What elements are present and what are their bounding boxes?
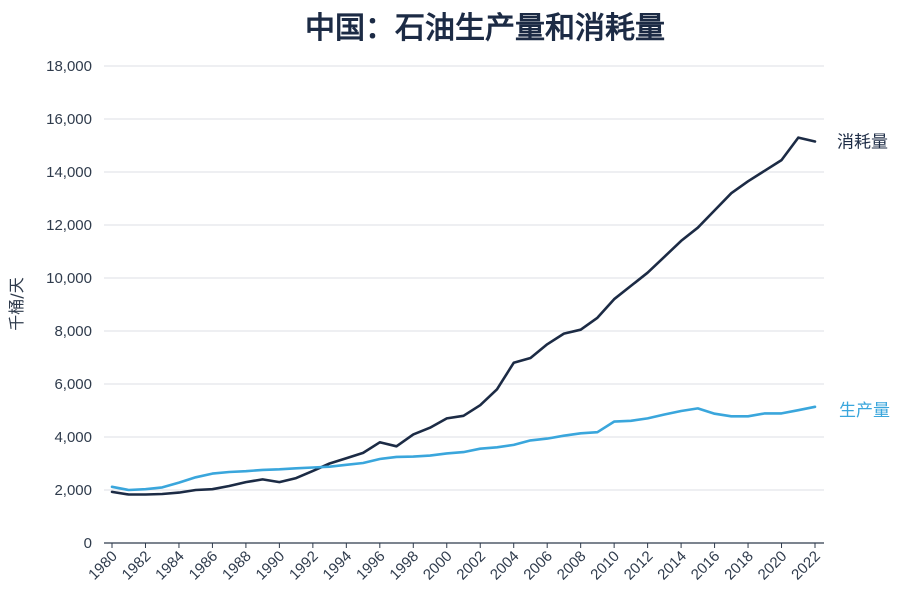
x-tick-label: 2004 bbox=[487, 548, 523, 584]
y-tick-label: 8,000 bbox=[54, 323, 92, 340]
x-tick-label: 2010 bbox=[587, 548, 623, 584]
y-axis-ticks: 0 2,000 4,000 6,000 8,000 10,000 12,000 14,000 1… bbox=[46, 58, 92, 552]
x-axis-ticks: 1980198219841986198819901992199419961998… bbox=[85, 543, 824, 583]
x-tick-label: 1992 bbox=[286, 548, 322, 584]
y-tick-label: 6,000 bbox=[54, 376, 92, 393]
x-tick-label: 1990 bbox=[253, 548, 289, 584]
x-tick-label: 2014 bbox=[654, 548, 690, 584]
y-tick-label: 14,000 bbox=[46, 164, 92, 181]
y-tick-label: 12,000 bbox=[46, 217, 92, 234]
series-lines bbox=[110, 136, 817, 496]
series-label-production: 生产量 bbox=[839, 401, 890, 421]
x-tick-label: 2018 bbox=[721, 548, 757, 584]
y-tick-label: 0 bbox=[84, 535, 92, 552]
chart-title: 中国：石油生产量和消耗量 bbox=[305, 11, 665, 46]
series-line-consumption bbox=[110, 136, 817, 496]
x-tick-label: 1998 bbox=[386, 548, 422, 584]
x-tick-label: 1994 bbox=[320, 548, 356, 584]
x-tick-label: 2022 bbox=[788, 548, 824, 584]
x-tick-label: 1996 bbox=[353, 548, 389, 584]
x-tick-label: 2016 bbox=[688, 548, 724, 584]
series-line-production bbox=[110, 405, 817, 492]
y-tick-label: 2,000 bbox=[54, 482, 92, 499]
x-tick-label: 1986 bbox=[186, 548, 222, 584]
gridlines bbox=[104, 65, 824, 491]
x-tick-label: 1984 bbox=[152, 548, 188, 584]
x-tick-label: 2020 bbox=[755, 548, 791, 584]
x-tick-label: 1982 bbox=[119, 548, 155, 584]
x-tick-label: 1980 bbox=[85, 548, 121, 584]
x-tick-label: 2000 bbox=[420, 548, 456, 584]
y-axis-label: 千桶/天 bbox=[7, 277, 26, 330]
x-tick-label: 2002 bbox=[453, 548, 489, 584]
series-label-consumption: 消耗量 bbox=[837, 133, 888, 153]
x-tick-label: 1988 bbox=[219, 548, 255, 584]
x-tick-label: 2012 bbox=[621, 548, 657, 584]
y-tick-label: 18,000 bbox=[46, 58, 92, 75]
y-tick-label: 16,000 bbox=[46, 111, 92, 128]
y-tick-label: 4,000 bbox=[54, 429, 92, 446]
x-tick-label: 2006 bbox=[520, 548, 556, 584]
x-tick-label: 2008 bbox=[554, 548, 590, 584]
y-tick-label: 10,000 bbox=[46, 270, 92, 287]
